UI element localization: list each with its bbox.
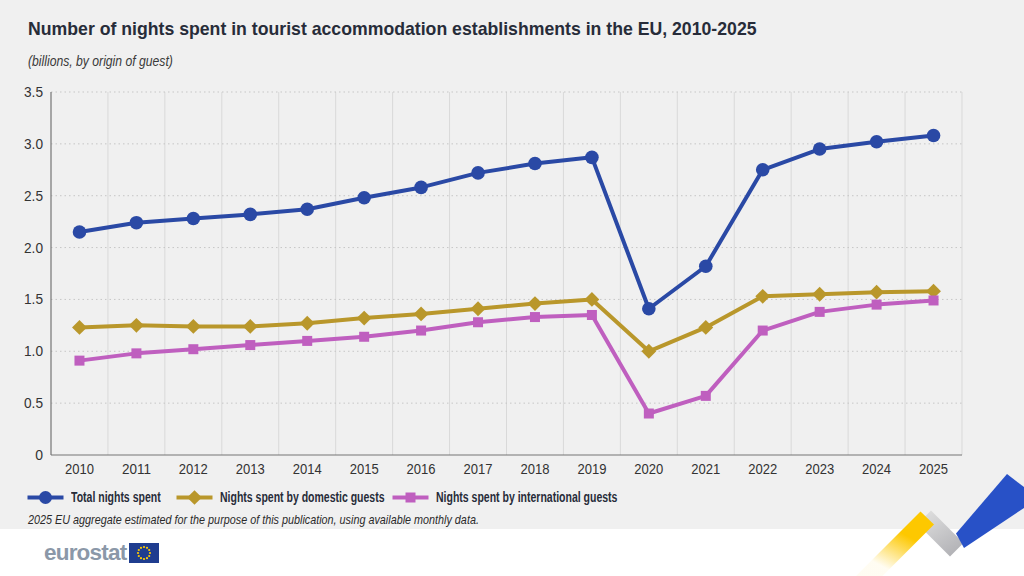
svg-text:2018: 2018 <box>520 461 549 477</box>
svg-text:2022: 2022 <box>748 461 777 477</box>
legend-label-international: Nights spent by international guests <box>436 489 617 505</box>
svg-text:2012: 2012 <box>179 461 208 477</box>
svg-text:2.5: 2.5 <box>24 188 43 204</box>
svg-text:2016: 2016 <box>407 461 436 477</box>
legend-marker-total-circle-icon <box>27 490 64 505</box>
legend-marker-domestic-diamond-icon <box>176 490 213 505</box>
svg-text:1.0: 1.0 <box>24 343 43 359</box>
svg-text:2019: 2019 <box>577 461 606 477</box>
eurostat-ribbon-decoration <box>844 452 1024 576</box>
svg-text:2010: 2010 <box>65 461 94 477</box>
eu-flag-icon <box>129 543 159 563</box>
y-axis-labels: 0 0.5 1.0 1.5 2.0 2.5 3.0 3.5 <box>24 84 43 463</box>
line-chart: 00.51.01.52.02.53.03.5201020112012201320… <box>0 0 1024 529</box>
svg-text:1.5: 1.5 <box>24 291 43 307</box>
legend-marker-international-square-icon <box>392 490 429 505</box>
svg-text:2021: 2021 <box>691 461 720 477</box>
svg-text:2.0: 2.0 <box>24 240 43 256</box>
ribbon-blue-band <box>956 474 1024 548</box>
ribbon-yellow-band <box>851 512 934 576</box>
svg-text:2023: 2023 <box>805 461 834 477</box>
svg-text:2020: 2020 <box>634 461 663 477</box>
svg-text:2015: 2015 <box>350 461 379 477</box>
svg-text:0.5: 0.5 <box>24 395 43 411</box>
svg-text:0: 0 <box>35 447 43 463</box>
legend-item-total: Total nights spent <box>27 489 191 505</box>
svg-text:2011: 2011 <box>122 461 151 477</box>
eurostat-logo: eurostat <box>44 541 159 564</box>
legend-label-domestic: Nights spent by domestic guests <box>220 489 385 505</box>
chart-panel: Number of nights spent in tourist accomm… <box>0 0 1024 529</box>
legend-label-total: Total nights spent <box>71 489 161 505</box>
svg-text:3.0: 3.0 <box>24 136 43 152</box>
x-axis-labels: 2010 2011 2012 2013 2014 2015 2016 2017 2018 2019… <box>65 461 948 477</box>
eurostat-logo-text: eurostat <box>44 541 126 564</box>
svg-text:3.5: 3.5 <box>24 84 43 100</box>
svg-text:2014: 2014 <box>293 461 322 477</box>
footnote: 2025 EU aggregate estimated for the purp… <box>28 512 479 527</box>
legend-item-international: Nights spent by international guests <box>392 489 678 505</box>
svg-text:2017: 2017 <box>464 461 493 477</box>
svg-text:2013: 2013 <box>236 461 265 477</box>
